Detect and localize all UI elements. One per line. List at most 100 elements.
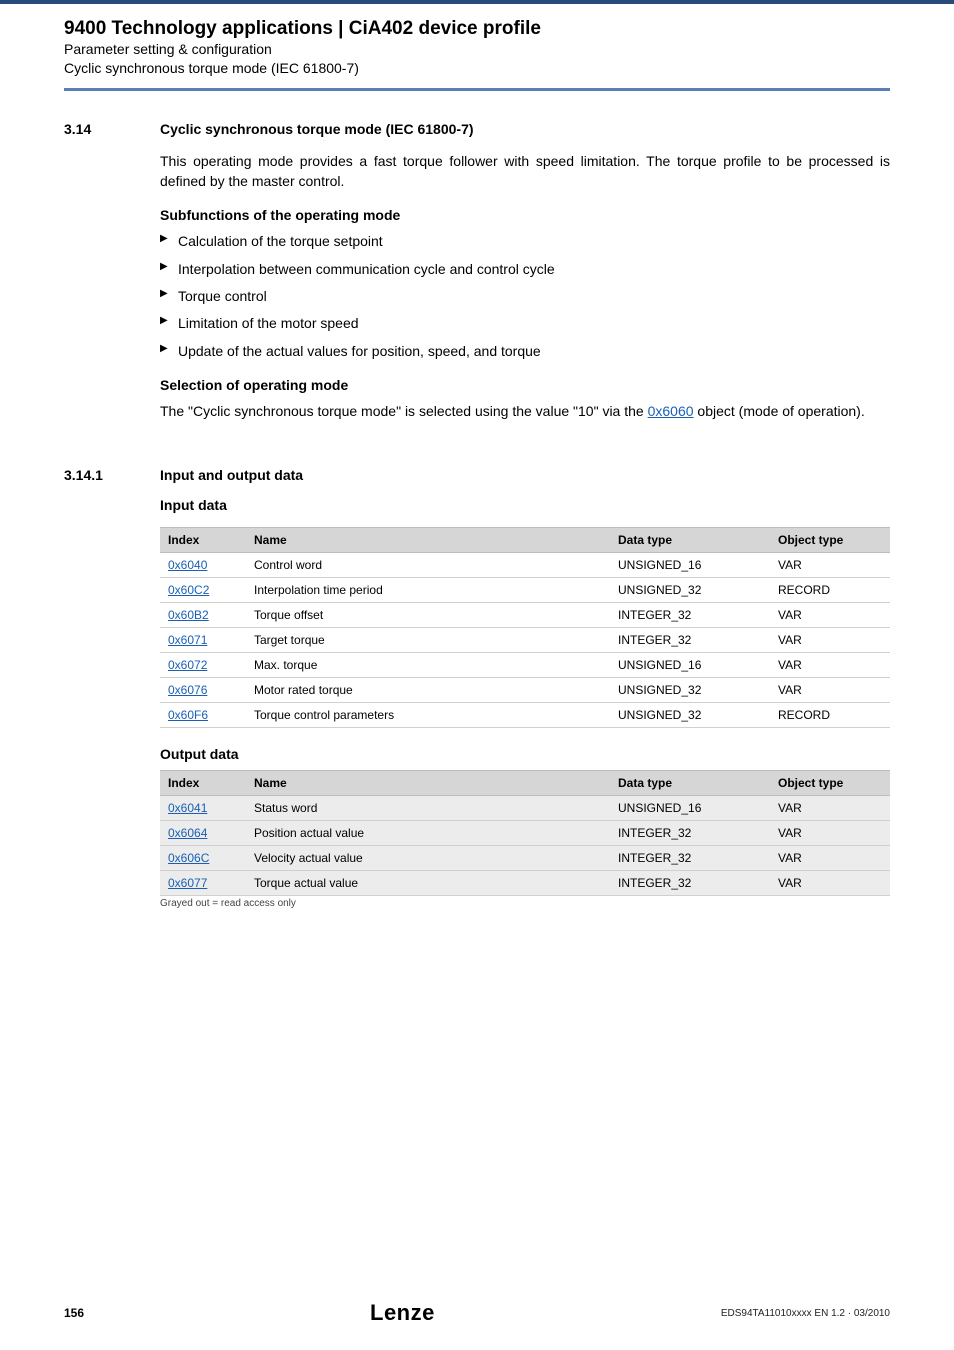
cell-name: Velocity actual value bbox=[246, 846, 610, 871]
selmode-pre: The "Cyclic synchronous torque mode" is … bbox=[160, 403, 648, 419]
cell-dtype: INTEGER_32 bbox=[610, 821, 770, 846]
index-link[interactable]: 0x6076 bbox=[168, 683, 207, 697]
cell-otype: VAR bbox=[770, 603, 890, 628]
col-objecttype: Object type bbox=[770, 528, 890, 553]
cell-name: Position actual value bbox=[246, 821, 610, 846]
page-footer: 156 Lenze EDS94TA11010xxxx EN 1.2 · 03/2… bbox=[0, 1300, 954, 1326]
cell-name: Interpolation time period bbox=[246, 578, 610, 603]
cell-dtype: INTEGER_32 bbox=[610, 628, 770, 653]
cell-name: Torque control parameters bbox=[246, 703, 610, 728]
section-heading: Input and output data bbox=[160, 467, 890, 483]
input-data-table: Index Name Data type Object type 0x6040 … bbox=[160, 527, 890, 728]
selmode-post: object (mode of operation). bbox=[694, 403, 865, 419]
page-header: 9400 Technology applications | CiA402 de… bbox=[0, 0, 954, 84]
cell-name: Torque actual value bbox=[246, 871, 610, 896]
table-row: 0x606C Velocity actual value INTEGER_32 … bbox=[160, 846, 890, 871]
cell-otype: VAR bbox=[770, 553, 890, 578]
table-row: 0x6072 Max. torque UNSIGNED_16 VAR bbox=[160, 653, 890, 678]
object-link-0x6060[interactable]: 0x6060 bbox=[648, 403, 694, 419]
table-row: 0x6040 Control word UNSIGNED_16 VAR bbox=[160, 553, 890, 578]
cell-otype: RECORD bbox=[770, 578, 890, 603]
cell-otype: VAR bbox=[770, 871, 890, 896]
table-row: 0x60F6 Torque control parameters UNSIGNE… bbox=[160, 703, 890, 728]
top-rule bbox=[0, 0, 954, 4]
index-link[interactable]: 0x60F6 bbox=[168, 708, 208, 722]
list-item: Limitation of the motor speed bbox=[160, 313, 890, 333]
cell-dtype: UNSIGNED_16 bbox=[610, 796, 770, 821]
intro-paragraph: This operating mode provides a fast torq… bbox=[160, 151, 890, 192]
col-index: Index bbox=[160, 771, 246, 796]
input-data-title: Input data bbox=[160, 497, 890, 513]
table-row: 0x60C2 Interpolation time period UNSIGNE… bbox=[160, 578, 890, 603]
index-link[interactable]: 0x6041 bbox=[168, 801, 207, 815]
content: 3.14 Cyclic synchronous torque mode (IEC… bbox=[0, 121, 954, 909]
output-data-table: Index Name Data type Object type 0x6041 … bbox=[160, 770, 890, 896]
col-name: Name bbox=[246, 771, 610, 796]
cell-otype: VAR bbox=[770, 628, 890, 653]
index-link[interactable]: 0x6072 bbox=[168, 658, 207, 672]
cell-dtype: UNSIGNED_16 bbox=[610, 553, 770, 578]
cell-dtype: INTEGER_32 bbox=[610, 871, 770, 896]
cell-otype: RECORD bbox=[770, 703, 890, 728]
doc-sub1: Parameter setting & configuration bbox=[64, 40, 890, 59]
section-heading: Cyclic synchronous torque mode (IEC 6180… bbox=[160, 121, 890, 137]
cell-name: Status word bbox=[246, 796, 610, 821]
list-item: Torque control bbox=[160, 286, 890, 306]
section-number: 3.14.1 bbox=[64, 467, 160, 521]
page-number: 156 bbox=[64, 1306, 84, 1320]
table-row: 0x6041 Status word UNSIGNED_16 VAR bbox=[160, 796, 890, 821]
table-row: 0x6076 Motor rated torque UNSIGNED_32 VA… bbox=[160, 678, 890, 703]
cell-name: Torque offset bbox=[246, 603, 610, 628]
col-datatype: Data type bbox=[610, 528, 770, 553]
cell-name: Max. torque bbox=[246, 653, 610, 678]
index-link[interactable]: 0x606C bbox=[168, 851, 209, 865]
cell-dtype: UNSIGNED_32 bbox=[610, 578, 770, 603]
table-row: 0x6071 Target torque INTEGER_32 VAR bbox=[160, 628, 890, 653]
list-item: Update of the actual values for position… bbox=[160, 341, 890, 361]
selmode-paragraph: The "Cyclic synchronous torque mode" is … bbox=[160, 401, 890, 421]
subfunctions-list: Calculation of the torque setpoint Inter… bbox=[160, 231, 890, 360]
col-index: Index bbox=[160, 528, 246, 553]
cell-dtype: INTEGER_32 bbox=[610, 846, 770, 871]
cell-name: Target torque bbox=[246, 628, 610, 653]
output-data-title: Output data bbox=[160, 746, 890, 762]
cell-name: Control word bbox=[246, 553, 610, 578]
list-item: Interpolation between communication cycl… bbox=[160, 259, 890, 279]
index-link[interactable]: 0x6040 bbox=[168, 558, 207, 572]
index-link[interactable]: 0x60B2 bbox=[168, 608, 209, 622]
col-datatype: Data type bbox=[610, 771, 770, 796]
cell-dtype: INTEGER_32 bbox=[610, 603, 770, 628]
index-link[interactable]: 0x6071 bbox=[168, 633, 207, 647]
cell-otype: VAR bbox=[770, 653, 890, 678]
index-link[interactable]: 0x60C2 bbox=[168, 583, 209, 597]
input-tbody: 0x6040 Control word UNSIGNED_16 VAR 0x60… bbox=[160, 553, 890, 728]
table-row: 0x6064 Position actual value INTEGER_32 … bbox=[160, 821, 890, 846]
table-row: 0x60B2 Torque offset INTEGER_32 VAR bbox=[160, 603, 890, 628]
table-footnote: Grayed out = read access only bbox=[160, 898, 890, 909]
output-tbody: 0x6041 Status word UNSIGNED_16 VAR 0x606… bbox=[160, 796, 890, 896]
cell-dtype: UNSIGNED_16 bbox=[610, 653, 770, 678]
cell-dtype: UNSIGNED_32 bbox=[610, 678, 770, 703]
selmode-title: Selection of operating mode bbox=[160, 377, 890, 393]
table-header-row: Index Name Data type Object type bbox=[160, 528, 890, 553]
col-objecttype: Object type bbox=[770, 771, 890, 796]
section-number: 3.14 bbox=[64, 121, 160, 437]
doc-title: 9400 Technology applications | CiA402 de… bbox=[64, 18, 890, 40]
list-item: Calculation of the torque setpoint bbox=[160, 231, 890, 251]
input-table-wrap: Index Name Data type Object type 0x6040 … bbox=[160, 527, 890, 909]
subfunctions-title: Subfunctions of the operating mode bbox=[160, 207, 890, 223]
cell-dtype: UNSIGNED_32 bbox=[610, 703, 770, 728]
doc-sub2: Cyclic synchronous torque mode (IEC 6180… bbox=[64, 59, 890, 78]
lenze-logo: Lenze bbox=[370, 1300, 435, 1326]
header-rule bbox=[64, 88, 890, 91]
cell-otype: VAR bbox=[770, 796, 890, 821]
index-link[interactable]: 0x6064 bbox=[168, 826, 207, 840]
cell-name: Motor rated torque bbox=[246, 678, 610, 703]
cell-otype: VAR bbox=[770, 678, 890, 703]
cell-otype: VAR bbox=[770, 821, 890, 846]
section-3-14: 3.14 Cyclic synchronous torque mode (IEC… bbox=[64, 121, 890, 437]
table-header-row: Index Name Data type Object type bbox=[160, 771, 890, 796]
col-name: Name bbox=[246, 528, 610, 553]
index-link[interactable]: 0x6077 bbox=[168, 876, 207, 890]
section-3-14-1: 3.14.1 Input and output data Input data bbox=[64, 467, 890, 521]
